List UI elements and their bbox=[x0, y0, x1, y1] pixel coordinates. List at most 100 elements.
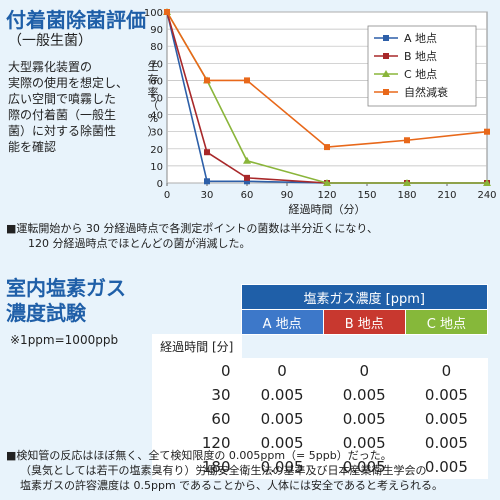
data-point bbox=[204, 77, 210, 84]
y-tick-label: 10 bbox=[150, 162, 163, 173]
data-point bbox=[204, 149, 210, 156]
table-header-spacer bbox=[323, 334, 406, 359]
y-tick-label: 100 bbox=[144, 8, 163, 19]
time-cell: 60 bbox=[152, 406, 242, 431]
chart-svg: 0 10 20 30 40 50 60 70 80 90 100 0 30 60 90 120 150 180 21… bbox=[144, 8, 497, 216]
table-header-spacer bbox=[241, 334, 324, 359]
x-tick-label: 90 bbox=[281, 190, 294, 201]
table-header-spacer bbox=[405, 334, 488, 359]
data-point bbox=[403, 179, 411, 186]
concentration-cell: 0 bbox=[322, 358, 406, 383]
table-row: 60 0.005 0.005 0.005 bbox=[152, 406, 489, 431]
note-line: 塩素ガスの許容濃度は 0.5ppm であることから、人体には安全であると考えられ… bbox=[20, 479, 443, 492]
concentration-cell: 0.005 bbox=[404, 406, 489, 431]
y-tick-label: 90 bbox=[150, 25, 163, 36]
concentration-cell: 0.005 bbox=[322, 454, 406, 479]
time-cell: 30 bbox=[152, 382, 242, 407]
y-tick-label: 20 bbox=[150, 145, 163, 156]
y-tick-label: 30 bbox=[150, 128, 163, 139]
data-point bbox=[323, 179, 331, 186]
description-line: 際の付着菌（一般生 bbox=[8, 108, 117, 122]
data-point bbox=[164, 9, 170, 15]
data-point bbox=[483, 179, 491, 186]
x-tick-label: 60 bbox=[241, 190, 254, 201]
y-tick-label: 0 bbox=[157, 179, 163, 190]
description-line: 能を確認 bbox=[8, 140, 57, 154]
time-cell: 0 bbox=[152, 358, 242, 383]
concentration-cell: 0.005 bbox=[240, 382, 324, 407]
legend-label: A 地点 bbox=[404, 32, 437, 45]
data-point bbox=[244, 174, 250, 181]
y-tick-label: 60 bbox=[150, 76, 163, 87]
y-tick-label: 40 bbox=[150, 111, 163, 122]
legend-swatch-marker bbox=[383, 89, 389, 95]
concentration-cell: 0 bbox=[240, 358, 324, 383]
section1-note: ■運転開始から 30 分経過時点で各測定ポイントの菌数は半分近くになり、 120… bbox=[6, 221, 378, 251]
description-line: 広い空間で噴霧した bbox=[8, 92, 117, 106]
time-cell: 180 bbox=[152, 454, 242, 479]
data-point bbox=[484, 128, 490, 135]
x-tick-label: 180 bbox=[397, 190, 416, 201]
legend-swatch-marker bbox=[383, 35, 389, 41]
table-row: 180 0.005 0.005 0.005 bbox=[152, 454, 489, 479]
y-axis-label: 生存率（%） bbox=[148, 59, 159, 138]
legend-label: B 地点 bbox=[404, 50, 437, 63]
note-line: 120 分経過時点でほとんどの菌が消滅した。 bbox=[28, 237, 251, 250]
data-point bbox=[244, 77, 250, 84]
data-point bbox=[324, 144, 330, 151]
concentration-cell: 0.005 bbox=[404, 430, 489, 455]
x-axis-label: 経過時間（分） bbox=[289, 203, 366, 216]
legend-swatch-marker bbox=[383, 53, 389, 59]
y-tick-label: 80 bbox=[150, 42, 163, 53]
concentration-cell: 0.005 bbox=[240, 454, 324, 479]
section2-title-line: 室内塩素ガス bbox=[6, 276, 126, 300]
note-line: ■検知管の反応はほぼ無く、全て検知限度の 0.005ppm（= 5ppb）だった… bbox=[6, 449, 392, 462]
description-line: 実際の使用を想定し、 bbox=[8, 76, 129, 90]
x-tick-label: 120 bbox=[317, 190, 336, 201]
section2-title: 室内塩素ガス 濃度試験 bbox=[6, 276, 126, 326]
chlorine-table: 塩素ガス濃度 [ppm] A 地点 B 地点 C 地点 経過時間 [分] 0 0 0 0… bbox=[152, 284, 489, 479]
concentration-cell: 0.005 bbox=[322, 430, 406, 455]
concentration-cell: 0.005 bbox=[322, 406, 406, 431]
section1-subtitle: （一般生菌） bbox=[8, 33, 92, 49]
x-tick-label: 0 bbox=[164, 190, 170, 201]
concentration-cell: 0.005 bbox=[240, 430, 324, 455]
x-tick-label: 240 bbox=[477, 190, 496, 201]
data-point bbox=[244, 178, 250, 185]
chart-series bbox=[163, 8, 491, 186]
x-tick-label: 150 bbox=[357, 190, 376, 201]
data-point bbox=[404, 137, 410, 144]
column-header-c: C 地点 bbox=[404, 309, 489, 335]
section2-note: ■検知管の反応はほぼ無く、全て検知限度の 0.005ppm（= 5ppb）だった… bbox=[6, 448, 443, 493]
table-corner bbox=[152, 284, 241, 335]
data-point bbox=[243, 156, 251, 164]
column-header-a: A 地点 bbox=[240, 309, 324, 335]
y-tick-label: 50 bbox=[150, 94, 163, 105]
concentration-cell: 0.005 bbox=[322, 382, 406, 407]
y-tick-label: 70 bbox=[150, 59, 163, 70]
series-line bbox=[166, 11, 488, 148]
note-line: ■運転開始から 30 分経過時点で各測定ポイントの菌数は半分近くになり、 bbox=[6, 222, 378, 235]
section2-title-line: 濃度試験 bbox=[6, 301, 86, 325]
section1-description: 大型霧化装置の 実際の使用を想定し、 広い空間で噴霧した 際の付着菌（一般生 菌… bbox=[8, 59, 128, 155]
time-column-header: 経過時間 [分] bbox=[152, 334, 242, 359]
note-line: （臭気としては若干の塩素臭有り）労働安全衛生法の基準及び日本産業衛生学会の bbox=[20, 464, 427, 477]
section1-title: 付着菌除菌評価 bbox=[6, 8, 146, 32]
time-cell: 120 bbox=[152, 430, 242, 455]
unit-note: ※1ppm=1000ppb bbox=[10, 333, 119, 347]
chart-axes: 0 10 20 30 40 50 60 70 80 90 100 0 30 60 90 120 150 180 21… bbox=[144, 8, 497, 201]
concentration-cell: 0.005 bbox=[404, 454, 489, 479]
description-line: 大型霧化装置の bbox=[8, 60, 93, 74]
table-row: 120 0.005 0.005 0.005 bbox=[152, 430, 489, 455]
survival-rate-chart: 0 10 20 30 40 50 60 70 80 90 100 0 30 60 90 120 150 180 21… bbox=[0, 0, 500, 230]
concentration-cell: 0.005 bbox=[404, 382, 489, 407]
concentration-cell: 0.005 bbox=[240, 406, 324, 431]
legend-label: 自然減衰 bbox=[404, 85, 448, 99]
concentration-cell: 0 bbox=[404, 358, 489, 383]
column-header-b: B 地点 bbox=[322, 309, 406, 335]
x-tick-label: 30 bbox=[201, 190, 214, 201]
x-tick-label: 210 bbox=[437, 190, 456, 201]
description-line: 菌）に対する除菌性 bbox=[8, 124, 117, 138]
